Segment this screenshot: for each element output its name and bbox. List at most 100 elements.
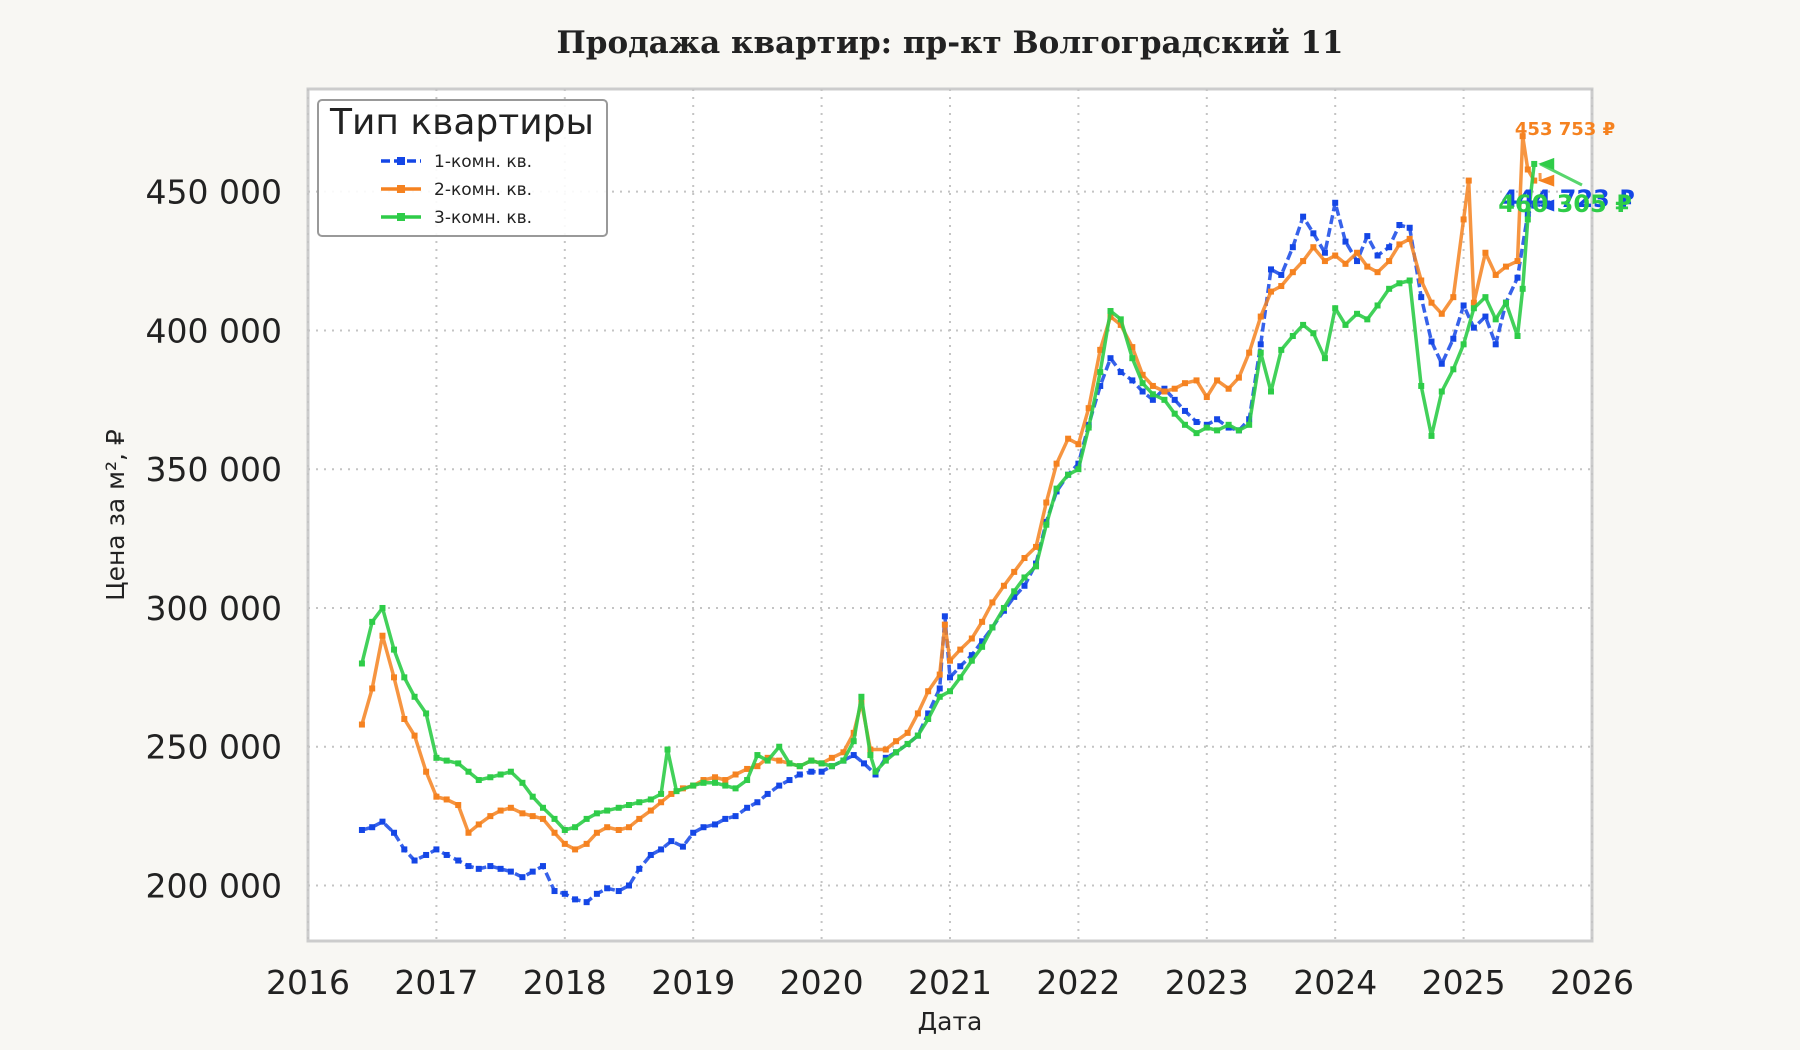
legend-label: 2-комн. кв. <box>434 180 532 200</box>
data-point <box>1428 338 1435 345</box>
data-point <box>369 618 376 625</box>
data-point <box>561 890 568 897</box>
data-point <box>1492 341 1499 348</box>
data-point <box>551 888 558 895</box>
y-tick-label: 250 000 <box>146 728 282 767</box>
data-point <box>519 779 526 786</box>
data-point <box>1310 230 1317 237</box>
data-point <box>679 843 686 850</box>
data-point <box>925 715 932 722</box>
data-point <box>379 632 386 639</box>
arrowhead <box>1538 199 1555 212</box>
data-point <box>690 782 697 789</box>
data-point <box>1438 360 1445 367</box>
data-point <box>828 754 835 761</box>
data-point <box>1492 271 1499 278</box>
data-point <box>818 768 825 775</box>
data-point <box>519 874 526 881</box>
data-point <box>1139 371 1146 378</box>
legend-marker <box>397 185 405 193</box>
data-point <box>391 646 398 653</box>
data-point <box>936 693 943 700</box>
data-point <box>668 838 675 845</box>
y-axis-ticks: 200 000 250 000 300 000 350 000 400 000 450 0… <box>146 173 282 906</box>
data-point <box>1268 388 1274 395</box>
x-tick-label: 2016 <box>266 963 350 1002</box>
data-point <box>1129 344 1136 351</box>
data-point <box>1268 266 1274 273</box>
data-point <box>882 757 889 764</box>
x-tick-label: 2020 <box>780 963 864 1002</box>
data-point <box>593 810 600 817</box>
data-point <box>1246 421 1253 428</box>
data-point <box>647 807 654 814</box>
data-point <box>979 643 986 650</box>
data-point <box>947 688 953 695</box>
data-point <box>572 846 579 853</box>
data-point <box>712 821 719 828</box>
data-point <box>1033 543 1040 550</box>
data-point <box>519 810 526 817</box>
data-point <box>1460 341 1467 348</box>
data-point <box>860 760 867 767</box>
data-point <box>1321 258 1328 265</box>
end-label-arrow <box>1539 162 1583 187</box>
data-point <box>433 793 440 800</box>
data-point <box>487 813 494 820</box>
end-value-label: 453 753 ₽ <box>1515 119 1615 140</box>
data-point <box>1470 299 1477 306</box>
data-point <box>423 710 430 717</box>
data-point <box>1117 316 1124 323</box>
data-point <box>1065 435 1072 442</box>
legend-title: Тип квартиры <box>329 102 594 143</box>
data-point <box>754 763 761 770</box>
data-point <box>1181 380 1188 387</box>
data-point <box>808 768 815 775</box>
data-point <box>369 824 376 831</box>
x-tick-label: 2025 <box>1422 963 1506 1002</box>
data-point <box>529 793 536 800</box>
data-point <box>786 777 793 784</box>
data-point <box>754 752 761 759</box>
data-point <box>941 621 948 628</box>
data-point <box>664 746 671 753</box>
data-point <box>712 779 719 786</box>
legend: Тип квартиры 1-комн. кв. 2-комн. кв. 3-ком… <box>317 99 608 237</box>
data-point <box>1278 346 1285 353</box>
data-point <box>529 868 536 875</box>
data-point <box>1257 341 1264 348</box>
data-point <box>507 768 514 775</box>
data-point <box>658 799 665 806</box>
data-point <box>475 821 482 828</box>
data-point <box>1171 385 1178 392</box>
data-point <box>700 824 707 831</box>
data-point <box>539 863 546 870</box>
data-point <box>882 746 889 753</box>
data-point <box>957 646 964 653</box>
data-point <box>455 857 462 864</box>
data-point <box>1129 377 1136 384</box>
data-point <box>1257 349 1264 356</box>
data-point <box>1011 568 1018 575</box>
data-point <box>840 749 847 756</box>
data-point <box>1000 582 1007 589</box>
data-point <box>615 888 622 895</box>
data-point <box>358 660 365 667</box>
data-point <box>1214 416 1221 423</box>
data-point <box>979 638 986 645</box>
data-point <box>1149 396 1156 403</box>
data-point <box>796 763 803 770</box>
legend-label: 1-комн. кв. <box>434 152 532 172</box>
data-point <box>1531 177 1538 184</box>
data-point <box>1300 213 1307 220</box>
data-point <box>947 657 953 664</box>
data-point <box>1033 563 1040 570</box>
data-point <box>1514 332 1521 339</box>
data-point <box>808 757 815 764</box>
data-point <box>776 782 783 789</box>
data-point <box>1470 324 1477 331</box>
data-point <box>1396 241 1403 248</box>
data-point <box>1438 388 1445 395</box>
data-point <box>1225 385 1232 392</box>
end-value-label: 460 305 ₽ <box>1498 190 1632 218</box>
